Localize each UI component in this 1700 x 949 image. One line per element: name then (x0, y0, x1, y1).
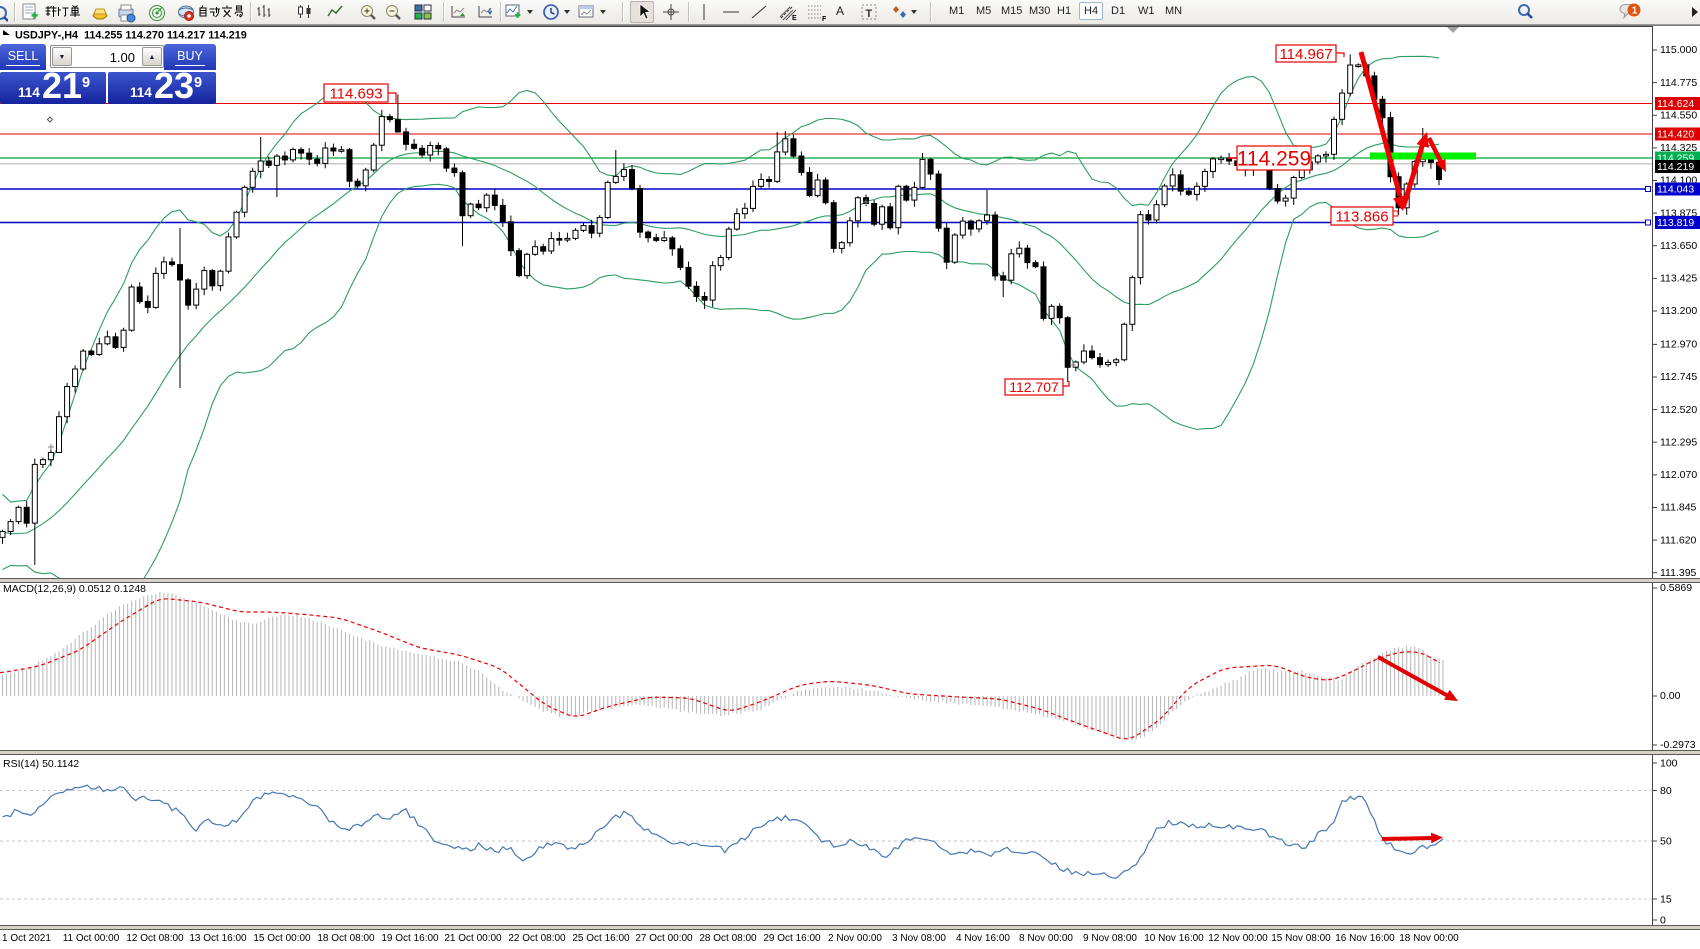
svg-text:21 Oct 00:00: 21 Oct 00:00 (444, 933, 502, 944)
svg-text:USDJPY-,H4 114.255 114.270 11: USDJPY-,H4 114.255 114.270 114.217 114.2… (15, 30, 247, 42)
svg-text:114.624: 114.624 (1657, 98, 1694, 110)
svg-text:113.200: 113.200 (1660, 305, 1697, 317)
svg-text:115.000: 115.000 (1660, 44, 1697, 56)
svg-text:112.745: 112.745 (1660, 371, 1697, 383)
svg-text:112.295: 112.295 (1660, 436, 1697, 448)
svg-text:111.845: 111.845 (1660, 502, 1697, 514)
svg-text:114.259: 114.259 (1237, 148, 1311, 171)
svg-text:0.5869: 0.5869 (1660, 582, 1692, 594)
svg-text:50: 50 (1660, 835, 1672, 847)
svg-text:2 Nov 00:00: 2 Nov 00:00 (828, 933, 882, 944)
svg-text:111.620: 111.620 (1660, 534, 1697, 546)
svg-text:13 Oct 16:00: 13 Oct 16:00 (189, 933, 247, 944)
svg-text:112.070: 112.070 (1660, 469, 1697, 481)
svg-text:114.325: 114.325 (1660, 142, 1697, 154)
svg-text:12 Nov 00:00: 12 Nov 00:00 (1208, 933, 1268, 944)
svg-text:112.707: 112.707 (1009, 379, 1059, 395)
svg-text:MACD(12,26,9) 0.0512 0.1248: MACD(12,26,9) 0.0512 0.1248 (3, 583, 146, 595)
svg-text:15: 15 (1660, 893, 1672, 905)
svg-text:E: E (792, 15, 797, 22)
svg-text:114.693: 114.693 (329, 85, 382, 102)
svg-text:19 Oct 16:00: 19 Oct 16:00 (381, 933, 439, 944)
svg-text:8 Nov 00:00: 8 Nov 00:00 (1019, 933, 1073, 944)
svg-text:1: 1 (1632, 6, 1638, 17)
svg-text:28 Oct 08:00: 28 Oct 08:00 (699, 933, 757, 944)
svg-text:112.970: 112.970 (1660, 339, 1697, 351)
svg-text:0.00: 0.00 (1660, 690, 1681, 702)
svg-text:1 Oct 2021: 1 Oct 2021 (2, 933, 51, 944)
svg-text:9 Nov 08:00: 9 Nov 08:00 (1083, 933, 1137, 944)
svg-text:113.819: 113.819 (1657, 217, 1694, 229)
svg-text:112.520: 112.520 (1660, 404, 1697, 416)
svg-text:4 Nov 16:00: 4 Nov 16:00 (956, 933, 1010, 944)
svg-text:114.550: 114.550 (1660, 110, 1697, 122)
svg-text:29 Oct 16:00: 29 Oct 16:00 (763, 933, 821, 944)
svg-text:113.425: 113.425 (1660, 273, 1697, 285)
svg-text:-0.2973: -0.2973 (1660, 739, 1696, 751)
svg-text:12 Oct 08:00: 12 Oct 08:00 (126, 933, 184, 944)
svg-text:27 Oct 00:00: 27 Oct 00:00 (635, 933, 693, 944)
svg-text:0: 0 (1660, 914, 1666, 926)
svg-text:113.650: 113.650 (1660, 240, 1697, 252)
svg-text:100: 100 (1660, 757, 1678, 769)
svg-text:114.967: 114.967 (1279, 46, 1332, 63)
svg-text:25 Oct 16:00: 25 Oct 16:00 (572, 933, 630, 944)
svg-text:10 Nov 16:00: 10 Nov 16:00 (1144, 933, 1204, 944)
svg-text:15 Nov 08:00: 15 Nov 08:00 (1271, 933, 1331, 944)
svg-text:114.219: 114.219 (1657, 161, 1694, 173)
svg-text:18 Oct 08:00: 18 Oct 08:00 (317, 933, 375, 944)
svg-text:22 Oct 08:00: 22 Oct 08:00 (508, 933, 566, 944)
svg-text:114.775: 114.775 (1660, 77, 1697, 89)
svg-text:RSI(14) 50.1142: RSI(14) 50.1142 (3, 758, 79, 770)
svg-text:15 Oct 00:00: 15 Oct 00:00 (253, 933, 311, 944)
svg-text:114.420: 114.420 (1657, 128, 1694, 140)
svg-text:18 Nov 00:00: 18 Nov 00:00 (1399, 933, 1459, 944)
svg-text:114.043: 114.043 (1657, 183, 1694, 195)
svg-text:3 Nov 08:00: 3 Nov 08:00 (892, 933, 946, 944)
svg-text:F: F (822, 16, 827, 22)
svg-text:11 Oct 00:00: 11 Oct 00:00 (63, 933, 120, 944)
svg-text:T: T (866, 8, 873, 20)
svg-text:16 Nov 16:00: 16 Nov 16:00 (1335, 933, 1395, 944)
svg-text:80: 80 (1660, 785, 1672, 797)
svg-text:111.395: 111.395 (1660, 567, 1697, 579)
svg-text:113.866: 113.866 (1335, 208, 1388, 225)
